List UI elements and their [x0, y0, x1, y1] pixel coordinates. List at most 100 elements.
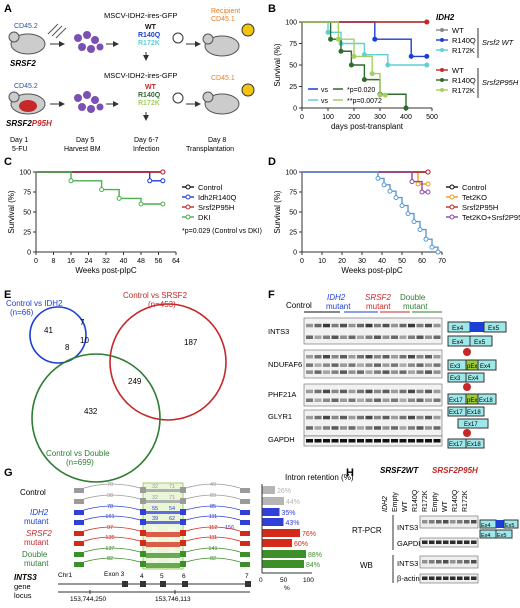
g-j4-0: 71 [169, 484, 175, 490]
g-j3-3: 39 [152, 516, 158, 522]
gel-band-0-8-1 [374, 335, 381, 339]
group-idh2-mutant: mutant [326, 302, 351, 311]
gel-band-3-5-0 [348, 415, 356, 420]
gel-band-2-4-0 [340, 389, 347, 394]
panel-letter-g: G [4, 467, 13, 479]
gel-band-1-15-2 [433, 370, 441, 374]
b-ylabel: Survival (%) [273, 43, 282, 86]
g-track-intron-2 [146, 511, 180, 514]
gel-band-3-3-0 [331, 415, 339, 420]
d-series-1 [302, 171, 428, 185]
gel-band-3-15-0 [433, 415, 441, 420]
b-point-5-3 [351, 53, 357, 59]
c-xtick-7: 56 [155, 258, 163, 265]
gel-band-2-9-0 [382, 389, 390, 394]
gel-band-1-12-1 [408, 363, 415, 367]
gel-band-1-11-0 [399, 355, 407, 359]
h-lane-4: R172K [422, 490, 429, 512]
c-legend-label-0: Control [198, 183, 223, 192]
gel-band-0-13-1 [416, 335, 424, 339]
gel-band-1-7-2 [365, 370, 373, 374]
venn-set-idh2-n: (n=66) [10, 308, 34, 317]
gel-band-4-14-0 [425, 439, 432, 443]
step-harvest: Harvest BM [64, 146, 101, 153]
panel-letter-d: D [268, 156, 276, 168]
gel-band-2-14-0 [425, 389, 432, 394]
donor-cd-top: CD45.2 [14, 23, 38, 30]
b-xtick-2: 200 [348, 114, 360, 121]
gel-2 [303, 383, 443, 407]
gel-band-1-15-0 [433, 355, 441, 359]
gel-band-2-10-1 [391, 398, 398, 402]
gel-band-2-1-1 [314, 398, 322, 402]
gel-band-4-15-0 [433, 439, 441, 443]
g-bar-label-5: 60% [294, 541, 308, 548]
venn-set-double-n: (n=699) [66, 458, 94, 467]
gel-band-3-4-0 [340, 415, 347, 420]
gel-band-1-14-2 [425, 370, 432, 374]
d-legend-label-0: Control [462, 183, 487, 192]
g-exon-6: 6 [182, 573, 186, 580]
h-header-wt: SRSF2WT [380, 466, 419, 475]
c-ytick-2: 50 [23, 210, 31, 217]
bm-cells-bottom [74, 91, 104, 113]
g-exon-7: 7 [245, 573, 249, 580]
venn-circle-idh2 [29, 306, 87, 364]
d-ylabel: Survival (%) [273, 190, 282, 233]
gel-band-1-0-0 [306, 355, 313, 359]
d-legend-label-3: Tet2KO+Srsf2P95H [462, 213, 520, 222]
gel-band-3-7-0 [365, 415, 373, 420]
d-ytick-1: 25 [289, 230, 297, 237]
gel-0 [303, 317, 443, 345]
g-row-srsf2: SRSF2 [26, 529, 52, 538]
gel-band-3-2-1 [323, 426, 330, 430]
d-point-3-1 [409, 179, 415, 185]
mouse-label-bottom: SRSF2P95H [6, 119, 52, 128]
g-bar-7 [262, 560, 304, 568]
gel-band-3-1-1 [314, 426, 322, 430]
b-legend-label-4: R140Q [452, 76, 476, 85]
variant-r140q-top: R140Q [138, 32, 161, 39]
d-point-4-19 [429, 244, 435, 250]
g-j2-6: 141 [208, 546, 217, 552]
day-5: Day 5 [76, 137, 94, 144]
svg-text:Ex18: Ex18 [479, 398, 493, 404]
c-xtick-2: 16 [67, 258, 75, 265]
b-xtick-4: 400 [400, 114, 412, 121]
b-ytick-3: 75 [289, 41, 297, 48]
g-track-intron-5 [146, 542, 180, 547]
g-j3-4: 85 [152, 527, 158, 533]
b-point-1-1 [372, 36, 378, 42]
gel-band-4-11-0 [399, 439, 407, 443]
gel-band-1-15-1 [433, 363, 441, 367]
gel-band-0-4-0 [340, 323, 347, 328]
g-bar-label-3: 43% [286, 520, 300, 527]
h-band-2-2 [436, 560, 442, 564]
venn-circle-srsf2 [109, 303, 227, 421]
h-band-actin: β-actin [397, 574, 420, 583]
h-band-0-4 [450, 520, 456, 524]
gel-band-0-14-1 [425, 335, 432, 339]
c-ytick-3: 75 [23, 190, 31, 197]
c-ytick-0: 0 [27, 250, 31, 257]
d-end-1 [425, 181, 431, 187]
h-band-3-1 [429, 576, 435, 580]
g-xtick-100: 100 [303, 577, 314, 584]
panel-a: A CD45.2 SRSF2 CD45.2 SRSF2P95H MSCV-IDH… [4, 3, 255, 153]
g-row-idh2-mutant: mutant [24, 517, 49, 526]
plasmid-icon-bottom [172, 92, 184, 104]
g-j2-0: 49 [210, 482, 216, 488]
gel-band-1-10-0 [391, 355, 398, 359]
gel-band-2-8-1 [374, 398, 381, 402]
h-row-wb: WB [360, 561, 373, 570]
svg-text:Ex4: Ex4 [481, 533, 490, 539]
h-band-0-2 [436, 520, 442, 524]
g-j1-6: 137 [105, 546, 114, 552]
c-point-3-7 [138, 201, 144, 207]
h-band-3-7 [471, 576, 477, 580]
gel-band-2-0-0 [306, 389, 313, 394]
gel-band-0-1-1 [314, 335, 322, 339]
gels-f [303, 311, 443, 447]
group-control: Control [286, 301, 312, 310]
gel-band-2-6-1 [357, 398, 364, 402]
